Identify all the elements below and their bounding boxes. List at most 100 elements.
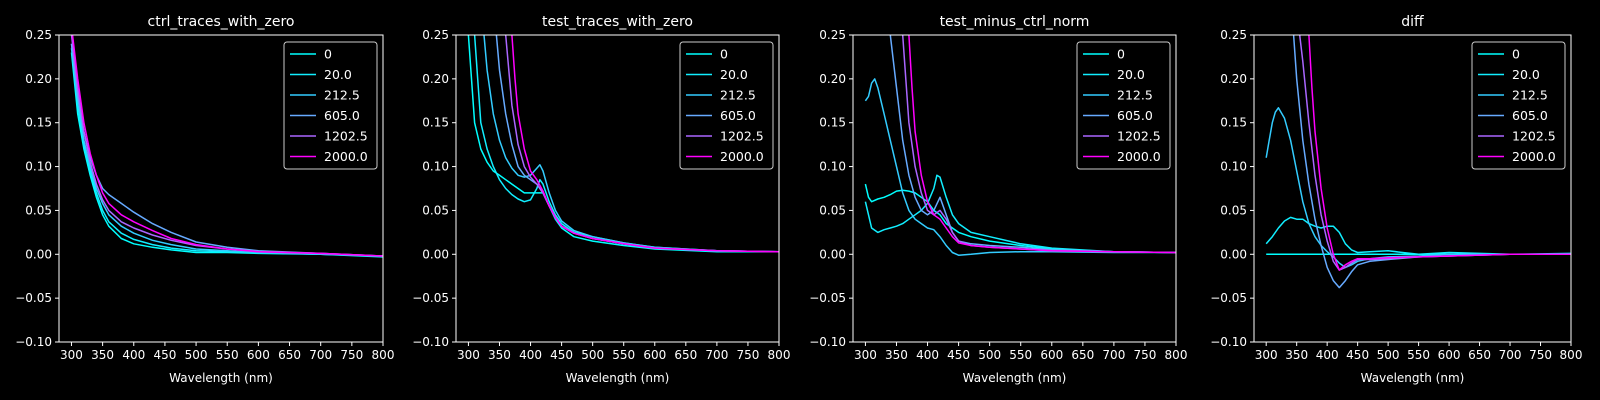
legend-entry-1: 20.0 [324, 67, 352, 82]
y-tick-label: 0.20 [819, 72, 846, 86]
legend-entry-0: 0 [324, 47, 332, 62]
x-tick-label: 750 [1133, 348, 1156, 362]
x-tick-label: 750 [1529, 348, 1552, 362]
x-axis-label: Wavelength (nm) [1361, 371, 1465, 385]
x-tick-label: 350 [91, 348, 114, 362]
x-tick-label: 450 [1346, 348, 1369, 362]
x-tick-label: 750 [340, 348, 363, 362]
y-tick-label: 0.05 [819, 203, 846, 217]
chart-panel-1: 300 350 400 450 500 550 600 650 700 750 800 −0.10 −0… [412, 14, 790, 385]
chart-title: ctrl_traces_with_zero [148, 14, 295, 30]
x-tick-label: 450 [947, 348, 970, 362]
x-tick-label: 750 [736, 348, 759, 362]
x-tick-label: 350 [885, 348, 908, 362]
x-tick-label: 300 [457, 348, 480, 362]
y-tick-label: −0.05 [15, 291, 52, 305]
legend-entry-2: 212.5 [720, 88, 756, 103]
series-line-5 [1308, 35, 1571, 271]
x-axis-label: Wavelength (nm) [566, 371, 670, 385]
x-tick-label: 450 [550, 348, 573, 362]
y-tick-label: 0.05 [1220, 203, 1247, 217]
series-line-1 [1265, 216, 1571, 256]
x-tick-label: 700 [1102, 348, 1125, 362]
plot-frame [852, 34, 1177, 343]
y-tick-label: −0.05 [809, 291, 846, 305]
legend-entry-0: 0 [1512, 47, 1520, 62]
legend-entry-3: 605.0 [1512, 108, 1548, 123]
y-tick-label: −0.05 [1210, 291, 1247, 305]
legend-entry-1: 20.0 [720, 67, 748, 82]
x-tick-label: 600 [1040, 348, 1063, 362]
x-tick-label: 650 [1468, 348, 1491, 362]
chart-panel-2: 300 350 400 450 500 550 600 650 700 750 800 −0.10 −0… [809, 14, 1187, 385]
y-tick-label: 0.25 [819, 28, 846, 42]
x-tick-label: 650 [1071, 348, 1094, 362]
x-tick-label: 550 [612, 348, 635, 362]
legend-entry-5: 2000.0 [324, 149, 368, 164]
y-tick-label: 0.25 [1220, 28, 1247, 42]
legend-entry-2: 212.5 [324, 88, 360, 103]
legend-entry-3: 605.0 [324, 108, 360, 123]
x-tick-label: 600 [643, 348, 666, 362]
x-tick-label: 300 [1255, 348, 1278, 362]
legend-entry-2: 212.5 [1117, 88, 1153, 103]
legend-entry-4: 1202.5 [1117, 129, 1161, 144]
y-tick-label: −0.10 [412, 335, 449, 349]
y-tick-label: −0.05 [412, 291, 449, 305]
y-tick-label: −0.10 [1210, 335, 1247, 349]
y-tick-label: 0.10 [819, 160, 846, 174]
y-tick-label: 0.00 [422, 247, 449, 261]
y-tick-label: 0.00 [1220, 247, 1247, 261]
y-tick-label: 0.10 [422, 160, 449, 174]
y-tick-label: 0.15 [422, 116, 449, 130]
x-tick-label: 600 [1438, 348, 1461, 362]
x-tick-label: 300 [60, 348, 83, 362]
series-line-0 [467, 35, 779, 253]
x-tick-label: 550 [1407, 348, 1430, 362]
x-tick-label: 800 [1560, 348, 1583, 362]
legend-entry-0: 0 [1117, 47, 1125, 62]
x-axis-label: Wavelength (nm) [963, 371, 1067, 385]
legend-entry-0: 0 [720, 47, 728, 62]
x-tick-label: 800 [372, 348, 395, 362]
plot-frame [1253, 34, 1572, 343]
legend-entry-5: 2000.0 [1117, 149, 1161, 164]
x-tick-label: 300 [854, 348, 877, 362]
series-line-1 [864, 174, 1176, 254]
series-line-5 [511, 35, 779, 253]
y-tick-label: 0.25 [25, 28, 52, 42]
legend-entry-2: 212.5 [1512, 88, 1548, 103]
legend-entry-4: 1202.5 [720, 129, 764, 144]
plot-frame [58, 34, 384, 343]
y-tick-label: 0.20 [422, 72, 449, 86]
legend-entry-5: 2000.0 [1512, 149, 1556, 164]
x-tick-label: 350 [1285, 348, 1308, 362]
x-axis-label: Wavelength (nm) [169, 371, 273, 385]
x-tick-label: 700 [1499, 348, 1522, 362]
x-tick-label: 500 [978, 348, 1001, 362]
legend-entry-3: 605.0 [720, 108, 756, 123]
legend-entry-4: 1202.5 [1512, 129, 1556, 144]
y-tick-label: −0.10 [15, 335, 52, 349]
x-tick-label: 400 [519, 348, 542, 362]
x-tick-label: 400 [916, 348, 939, 362]
series-line-3 [889, 35, 1176, 254]
series-line-2 [483, 35, 779, 253]
x-tick-label: 700 [309, 348, 332, 362]
series-line-5 [908, 35, 1176, 254]
x-tick-label: 400 [1316, 348, 1339, 362]
chart-panel-0: 300 350 400 450 500 550 600 650 700 750 800 −0.10 −0… [15, 14, 394, 385]
x-tick-label: 650 [674, 348, 697, 362]
x-tick-label: 650 [278, 348, 301, 362]
chart-title: test_traces_with_zero [542, 14, 693, 30]
x-tick-label: 700 [705, 348, 728, 362]
chart-title: test_minus_ctrl_norm [940, 14, 1090, 30]
y-tick-label: 0.00 [25, 247, 52, 261]
x-tick-label: 500 [581, 348, 604, 362]
plot-frame [455, 34, 780, 343]
x-tick-label: 400 [122, 348, 145, 362]
series-line-0 [70, 52, 383, 258]
x-tick-label: 600 [247, 348, 270, 362]
y-tick-label: 0.05 [25, 203, 52, 217]
